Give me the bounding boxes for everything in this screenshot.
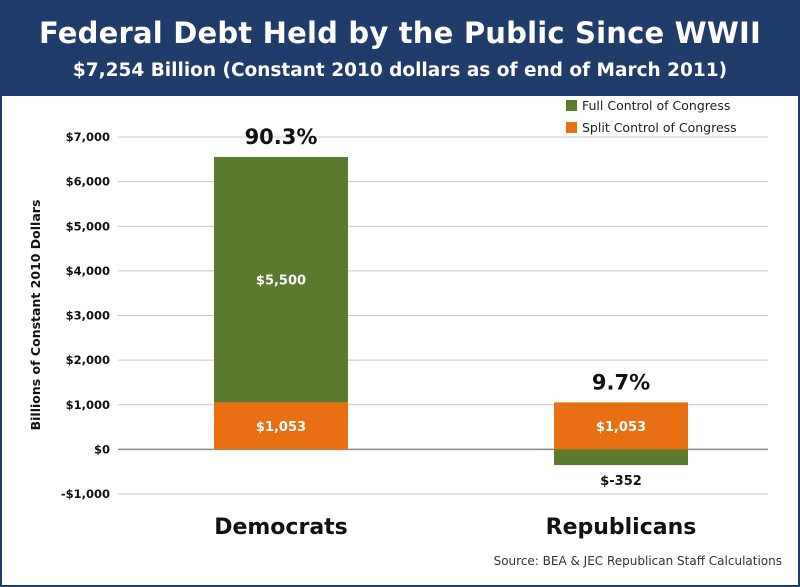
chart-title: Federal Debt Held by the Public Since WW… [38, 16, 762, 50]
y-tick-label: $4,000 [66, 264, 110, 278]
y-tick-label: -$1,000 [61, 487, 110, 501]
chart-subtitle: $7,254 Billion (Constant 2010 dollars as… [72, 60, 728, 81]
percent-annotation: 90.3% [245, 125, 318, 149]
y-tick-label: $3,000 [66, 309, 110, 323]
percent-annotation: 9.7% [592, 370, 650, 394]
bar-segment [214, 402, 348, 450]
bar-value-label: $1,053 [256, 420, 306, 435]
bar-segment [554, 449, 688, 466]
legend-label: Split Control of Congress [582, 120, 737, 135]
y-axis-label: Billions of Constant 2010 Dollars [28, 200, 43, 431]
bar-segment [554, 402, 688, 450]
x-category-label: Democrats [214, 515, 348, 540]
y-tick-label: $0 [94, 442, 110, 456]
bar-value-label: $1,053 [596, 420, 646, 435]
y-tick-label: $5,000 [66, 219, 110, 233]
legend-swatch [566, 122, 577, 133]
bar-segment [214, 156, 348, 403]
source-note: Source: BEA & JEC Republican Staff Calcu… [494, 554, 782, 568]
y-tick-label: $7,000 [66, 130, 110, 144]
y-tick-label: $2,000 [66, 353, 110, 367]
legend-swatch [566, 100, 577, 111]
chart-header: Federal Debt Held by the Public Since WW… [2, 2, 798, 96]
y-tick-label: $1,000 [66, 398, 110, 412]
legend-label: Full Control of Congress [582, 98, 730, 113]
x-category-label: Republicans [546, 515, 697, 540]
bar-value-label: $-352 [600, 474, 642, 489]
bar-value-label: $5,500 [256, 274, 306, 289]
y-tick-label: $6,000 [66, 175, 110, 189]
